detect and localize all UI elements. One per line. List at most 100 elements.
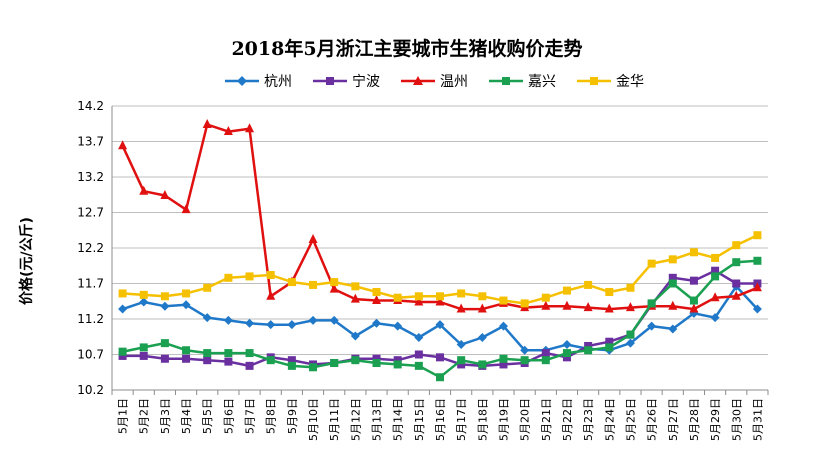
data-point [605, 343, 614, 352]
x-tick-label: 5月10日 [307, 398, 320, 441]
data-point [139, 351, 148, 360]
x-tick-label: 5月7日 [244, 398, 257, 434]
y-tick-label: 13.2 [77, 170, 104, 184]
data-point [499, 360, 508, 369]
x-tick-label: 5月26日 [646, 398, 659, 441]
legend-label: 宁波 [352, 74, 380, 90]
data-point [393, 293, 402, 302]
y-tick-label: 11.7 [77, 277, 104, 291]
data-point [351, 356, 360, 365]
data-point [689, 296, 698, 305]
data-point [224, 349, 233, 358]
data-point [266, 290, 276, 300]
data-point [181, 300, 191, 310]
data-point [202, 118, 212, 128]
legend-label: 嘉兴 [528, 74, 556, 90]
data-point [436, 353, 444, 362]
data-point [477, 332, 487, 342]
data-point [245, 123, 255, 133]
data-point [160, 354, 169, 363]
data-point [287, 278, 296, 287]
x-tick-label: 5月19日 [497, 398, 510, 441]
y-tick-label: 12.7 [77, 206, 104, 220]
x-tick-label: 5月20日 [519, 398, 532, 441]
x-tick-label: 5月29日 [709, 398, 722, 441]
data-point [732, 241, 741, 250]
data-point [520, 299, 529, 308]
legend-swatch [313, 77, 347, 85]
data-point [139, 185, 149, 195]
data-point [647, 259, 656, 268]
data-point [224, 273, 233, 282]
data-point [710, 292, 720, 302]
data-point [562, 286, 571, 295]
legend-entry: 宁波 [312, 71, 380, 91]
y-tick-label: 14.2 [77, 99, 104, 113]
x-tick-label: 5月15日 [413, 398, 426, 441]
data-point [668, 324, 678, 334]
data-point [731, 290, 741, 300]
y-tick-label: 12.2 [77, 241, 104, 255]
data-point [160, 301, 170, 311]
data-point [605, 288, 614, 297]
data-point [541, 356, 550, 365]
legend-label: 金华 [616, 74, 644, 90]
data-point [393, 360, 402, 369]
x-tick-label: 5月25日 [624, 398, 637, 441]
data-point [414, 296, 424, 306]
data-point [436, 373, 444, 382]
data-point [203, 283, 212, 292]
data-point [329, 283, 339, 293]
data-point [223, 126, 233, 136]
x-tick-label: 5月2日 [138, 398, 151, 434]
data-point [732, 279, 741, 288]
data-point [182, 346, 191, 355]
data-point [160, 189, 170, 199]
x-tick-label: 5月16日 [434, 398, 447, 441]
data-point [711, 253, 720, 262]
data-point [393, 356, 402, 365]
data-point [520, 356, 529, 365]
data-point [372, 354, 381, 363]
data-point [203, 349, 212, 358]
data-point [350, 331, 360, 341]
data-point [181, 204, 191, 214]
data-point [541, 349, 550, 358]
data-point [689, 248, 698, 257]
x-tick-label: 5月5日 [201, 398, 214, 434]
data-point [520, 345, 530, 355]
data-point [456, 340, 466, 350]
data-point [605, 337, 614, 346]
data-point [435, 296, 445, 306]
legend: 杭州 宁波 温州 嘉兴 金华 [224, 70, 664, 92]
legend-entry: 杭州 [224, 71, 292, 91]
legend-entry: 温州 [400, 71, 468, 91]
data-point [436, 292, 444, 301]
x-tick-label: 5月30日 [730, 398, 743, 441]
data-point [710, 313, 720, 323]
data-point [203, 356, 212, 365]
x-tick-label: 5月14日 [392, 398, 405, 441]
legend-label: 杭州 [264, 74, 292, 90]
data-point [330, 359, 339, 368]
data-point [457, 356, 466, 365]
data-point [393, 321, 403, 331]
data-point [456, 303, 466, 313]
data-point [668, 273, 677, 282]
data-point [541, 300, 551, 310]
data-point [245, 349, 254, 358]
data-point [478, 292, 487, 301]
data-point [711, 272, 720, 281]
data-point [626, 283, 635, 292]
data-point [668, 255, 677, 264]
x-tick-label: 5月27日 [667, 398, 680, 441]
data-point [457, 360, 466, 369]
x-tick-label: 5月1日 [117, 398, 130, 434]
data-point [287, 361, 296, 370]
data-point [752, 304, 762, 314]
data-point [118, 289, 127, 298]
data-point [414, 292, 423, 301]
x-tick-label: 5月28日 [688, 398, 701, 441]
